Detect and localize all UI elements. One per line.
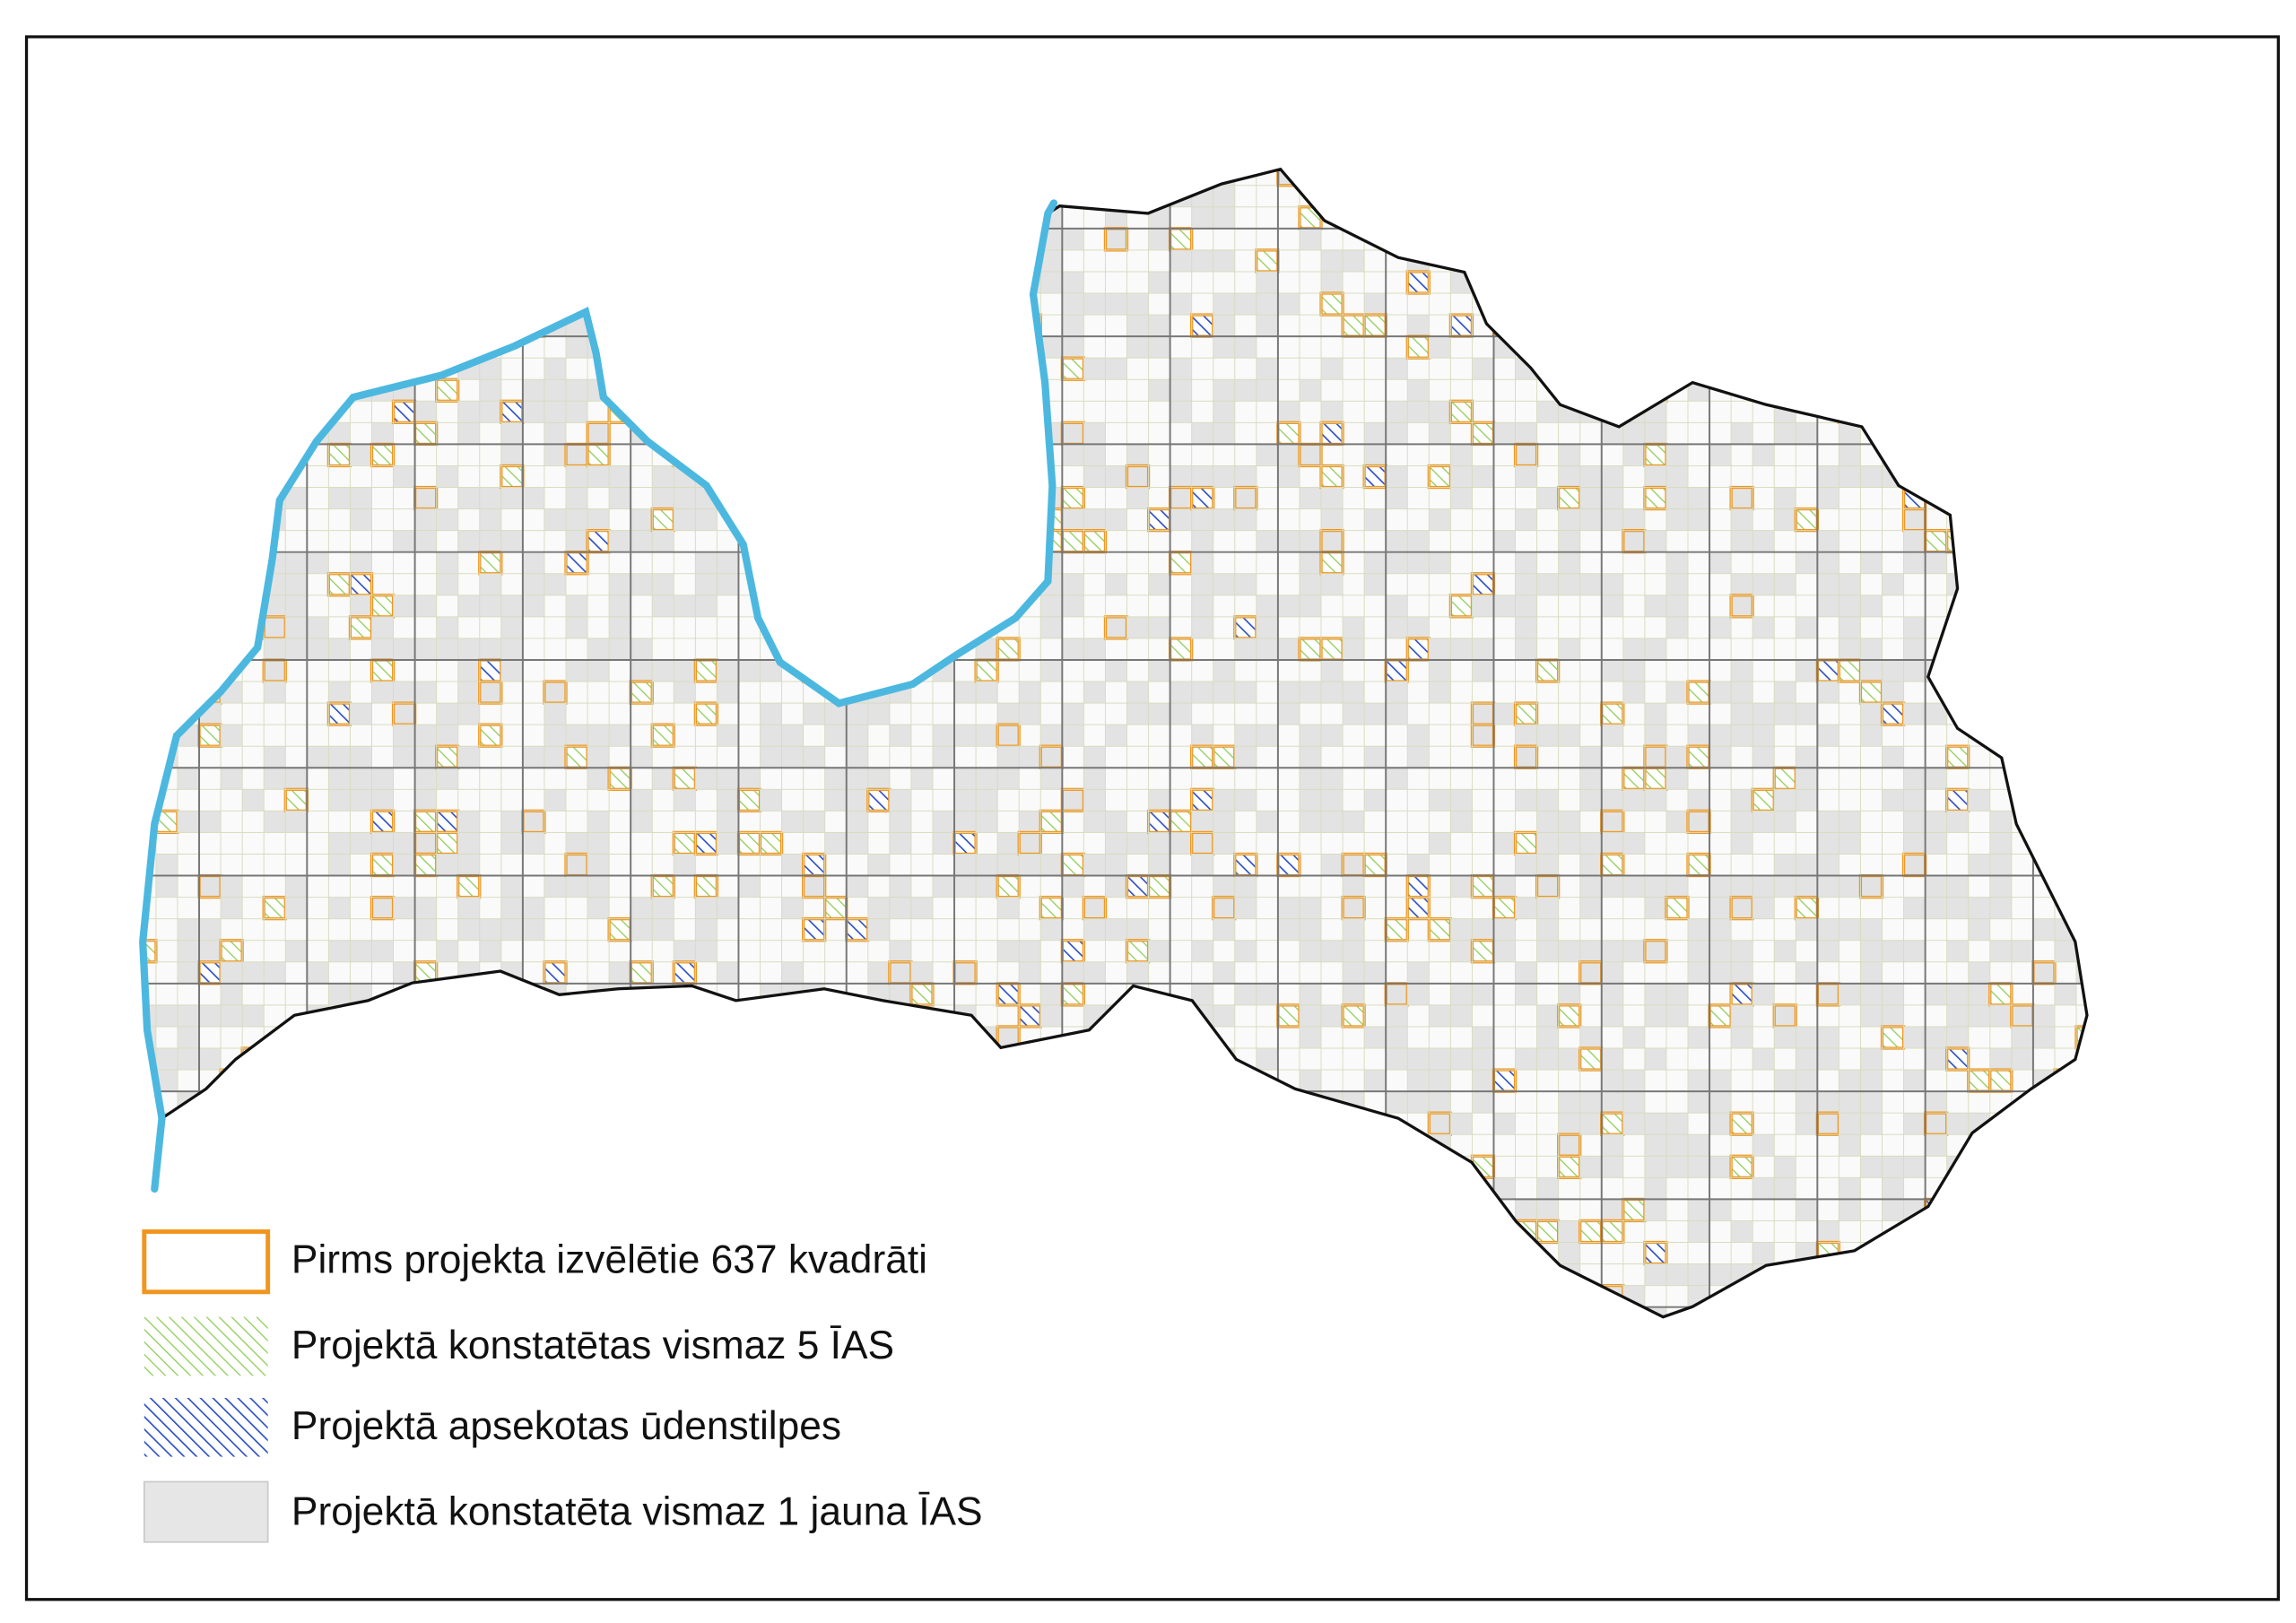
legend: Pirms projekta izvēlētie 637 kvadrāti Pr…	[142, 1229, 983, 1543]
legend-label: Projektā konstatētas vismaz 5 ĪAS	[291, 1324, 894, 1367]
coastline	[139, 199, 1058, 1193]
legend-swatch	[144, 1397, 268, 1457]
legend-label: Projektā konstatēta vismaz 1 jauna ĪAS	[291, 1489, 983, 1533]
legend-swatch	[142, 1229, 271, 1295]
legend-swatch	[144, 1316, 268, 1376]
legend-label: Pirms projekta izvēlētie 637 kvadrāti	[291, 1238, 927, 1282]
legend-swatch	[144, 1480, 269, 1543]
legend-label: Projektā apsekotas ūdenstilpes	[291, 1404, 841, 1448]
